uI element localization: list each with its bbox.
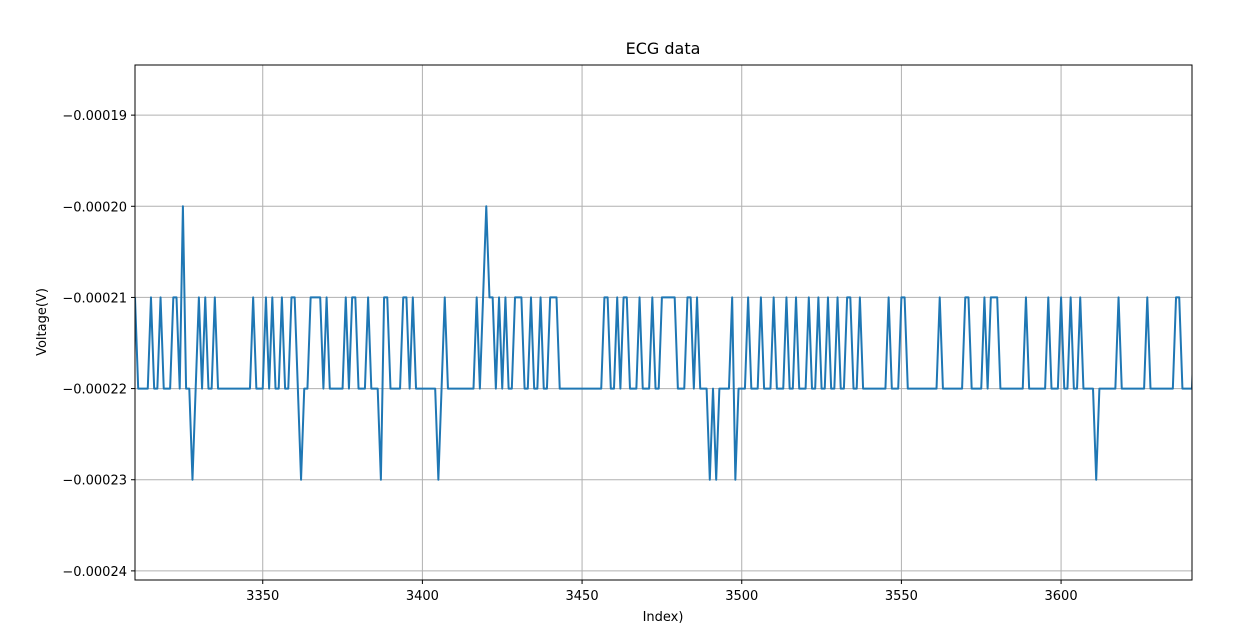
y-tick-label: −0.00024 (62, 565, 127, 580)
y-tick-label: −0.00019 (62, 109, 127, 124)
chart-title: ECG data (626, 39, 701, 58)
x-tick-label: 3350 (246, 589, 279, 604)
x-tick-label: 3550 (885, 589, 918, 604)
axes-frame (134, 64, 1193, 581)
x-tick-label: 3500 (725, 589, 758, 604)
y-axis-label: Voltage(V) (35, 288, 50, 356)
ecg-series-line (135, 205, 1192, 481)
y-tick-label: −0.00021 (62, 291, 127, 306)
x-tick-label: 3400 (406, 589, 439, 604)
y-axis-ticks: −0.00019 −0.00020 −0.00021 −0.00022 −0.00023… (62, 109, 135, 580)
y-tick-label: −0.00022 (62, 383, 127, 398)
x-axis-ticks: 3350 3400 3450 3500 3550 3600 (246, 580, 1078, 604)
x-axis-label: Index) (643, 610, 684, 625)
y-tick-label: −0.00020 (62, 200, 127, 215)
plot-area (135, 205, 1192, 481)
y-tick-label: −0.00023 (62, 474, 127, 489)
x-tick-label: 3600 (1045, 589, 1078, 604)
x-tick-label: 3450 (566, 589, 599, 604)
